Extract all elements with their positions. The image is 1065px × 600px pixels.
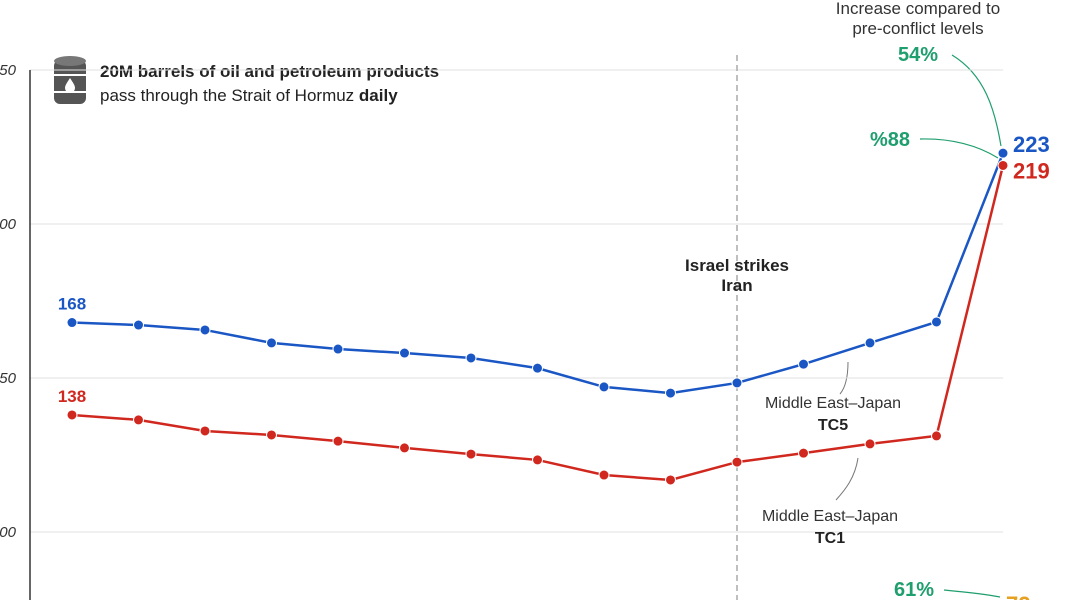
data-label: 168 — [58, 295, 86, 314]
header-emphasis: daily — [359, 86, 398, 105]
y-tick-label: 250 — [0, 62, 17, 79]
point — [199, 324, 211, 336]
point — [332, 343, 344, 355]
point — [598, 381, 610, 393]
leader — [835, 457, 859, 501]
leader — [951, 54, 1002, 147]
point — [266, 337, 277, 349]
point — [66, 317, 78, 329]
point — [66, 409, 78, 421]
point — [332, 435, 344, 447]
leader — [839, 361, 849, 395]
point — [199, 425, 211, 437]
point — [798, 358, 809, 370]
y-tick-label: 200 — [0, 216, 17, 233]
note-line: pre-conflict levels — [852, 19, 983, 38]
point — [731, 456, 743, 468]
data-label: 138 — [58, 387, 86, 406]
cropped-label: 72 — [1006, 592, 1030, 600]
series-line — [71, 152, 1005, 395]
event-label: Israel strikes — [685, 256, 789, 275]
header-text: pass through the Strait of Hormuz daily — [100, 86, 398, 105]
point — [399, 442, 410, 454]
point — [997, 147, 1009, 159]
leader — [943, 589, 1001, 598]
series-line — [71, 165, 1005, 482]
point — [931, 316, 942, 328]
note-line: Increase compared to — [836, 0, 1000, 18]
point — [465, 448, 477, 460]
point — [133, 414, 144, 426]
series-route: Middle East–Japan — [765, 395, 901, 412]
point — [133, 319, 144, 331]
point — [266, 429, 277, 441]
point — [665, 387, 676, 399]
point — [731, 377, 743, 389]
point — [399, 347, 410, 359]
barrel-icon — [54, 56, 86, 104]
y-tick-label: 100 — [0, 524, 17, 541]
point — [532, 454, 543, 466]
increase-label: %88 — [870, 129, 910, 151]
increase-label: 54% — [898, 44, 938, 66]
data-label: 219 — [1013, 158, 1050, 183]
point — [997, 159, 1009, 171]
header-bold: 20M barrels of oil and petroleum product… — [100, 62, 439, 81]
point — [864, 337, 876, 349]
series-route: Middle East–Japan — [762, 508, 898, 525]
y-tick-label: 150 — [0, 370, 17, 387]
point — [931, 430, 942, 442]
leader — [919, 138, 999, 159]
series-name: TC5 — [818, 417, 848, 434]
series-name: TC1 — [815, 530, 845, 547]
data-label: 223 — [1013, 132, 1050, 157]
point — [465, 352, 477, 364]
increase-label: 61% — [894, 579, 934, 600]
point — [798, 447, 809, 459]
point — [665, 474, 676, 486]
point — [864, 438, 876, 450]
point — [532, 362, 543, 374]
event-label: Iran — [721, 276, 752, 295]
header-plain: pass through the Strait of Hormuz — [100, 86, 359, 105]
point — [598, 469, 610, 481]
